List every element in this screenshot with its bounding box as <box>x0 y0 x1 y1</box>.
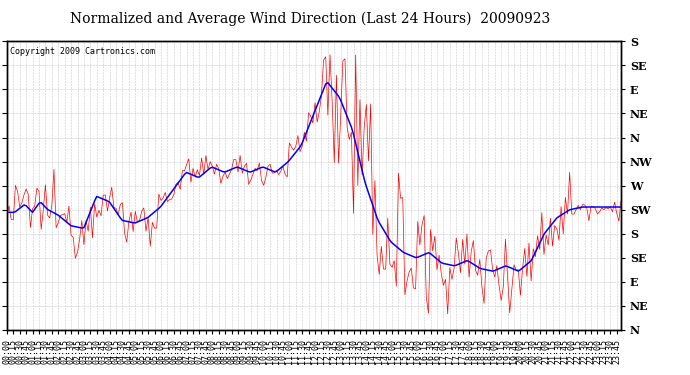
Text: Copyright 2009 Cartronics.com: Copyright 2009 Cartronics.com <box>10 47 155 56</box>
Text: Normalized and Average Wind Direction (Last 24 Hours)  20090923: Normalized and Average Wind Direction (L… <box>70 11 551 26</box>
